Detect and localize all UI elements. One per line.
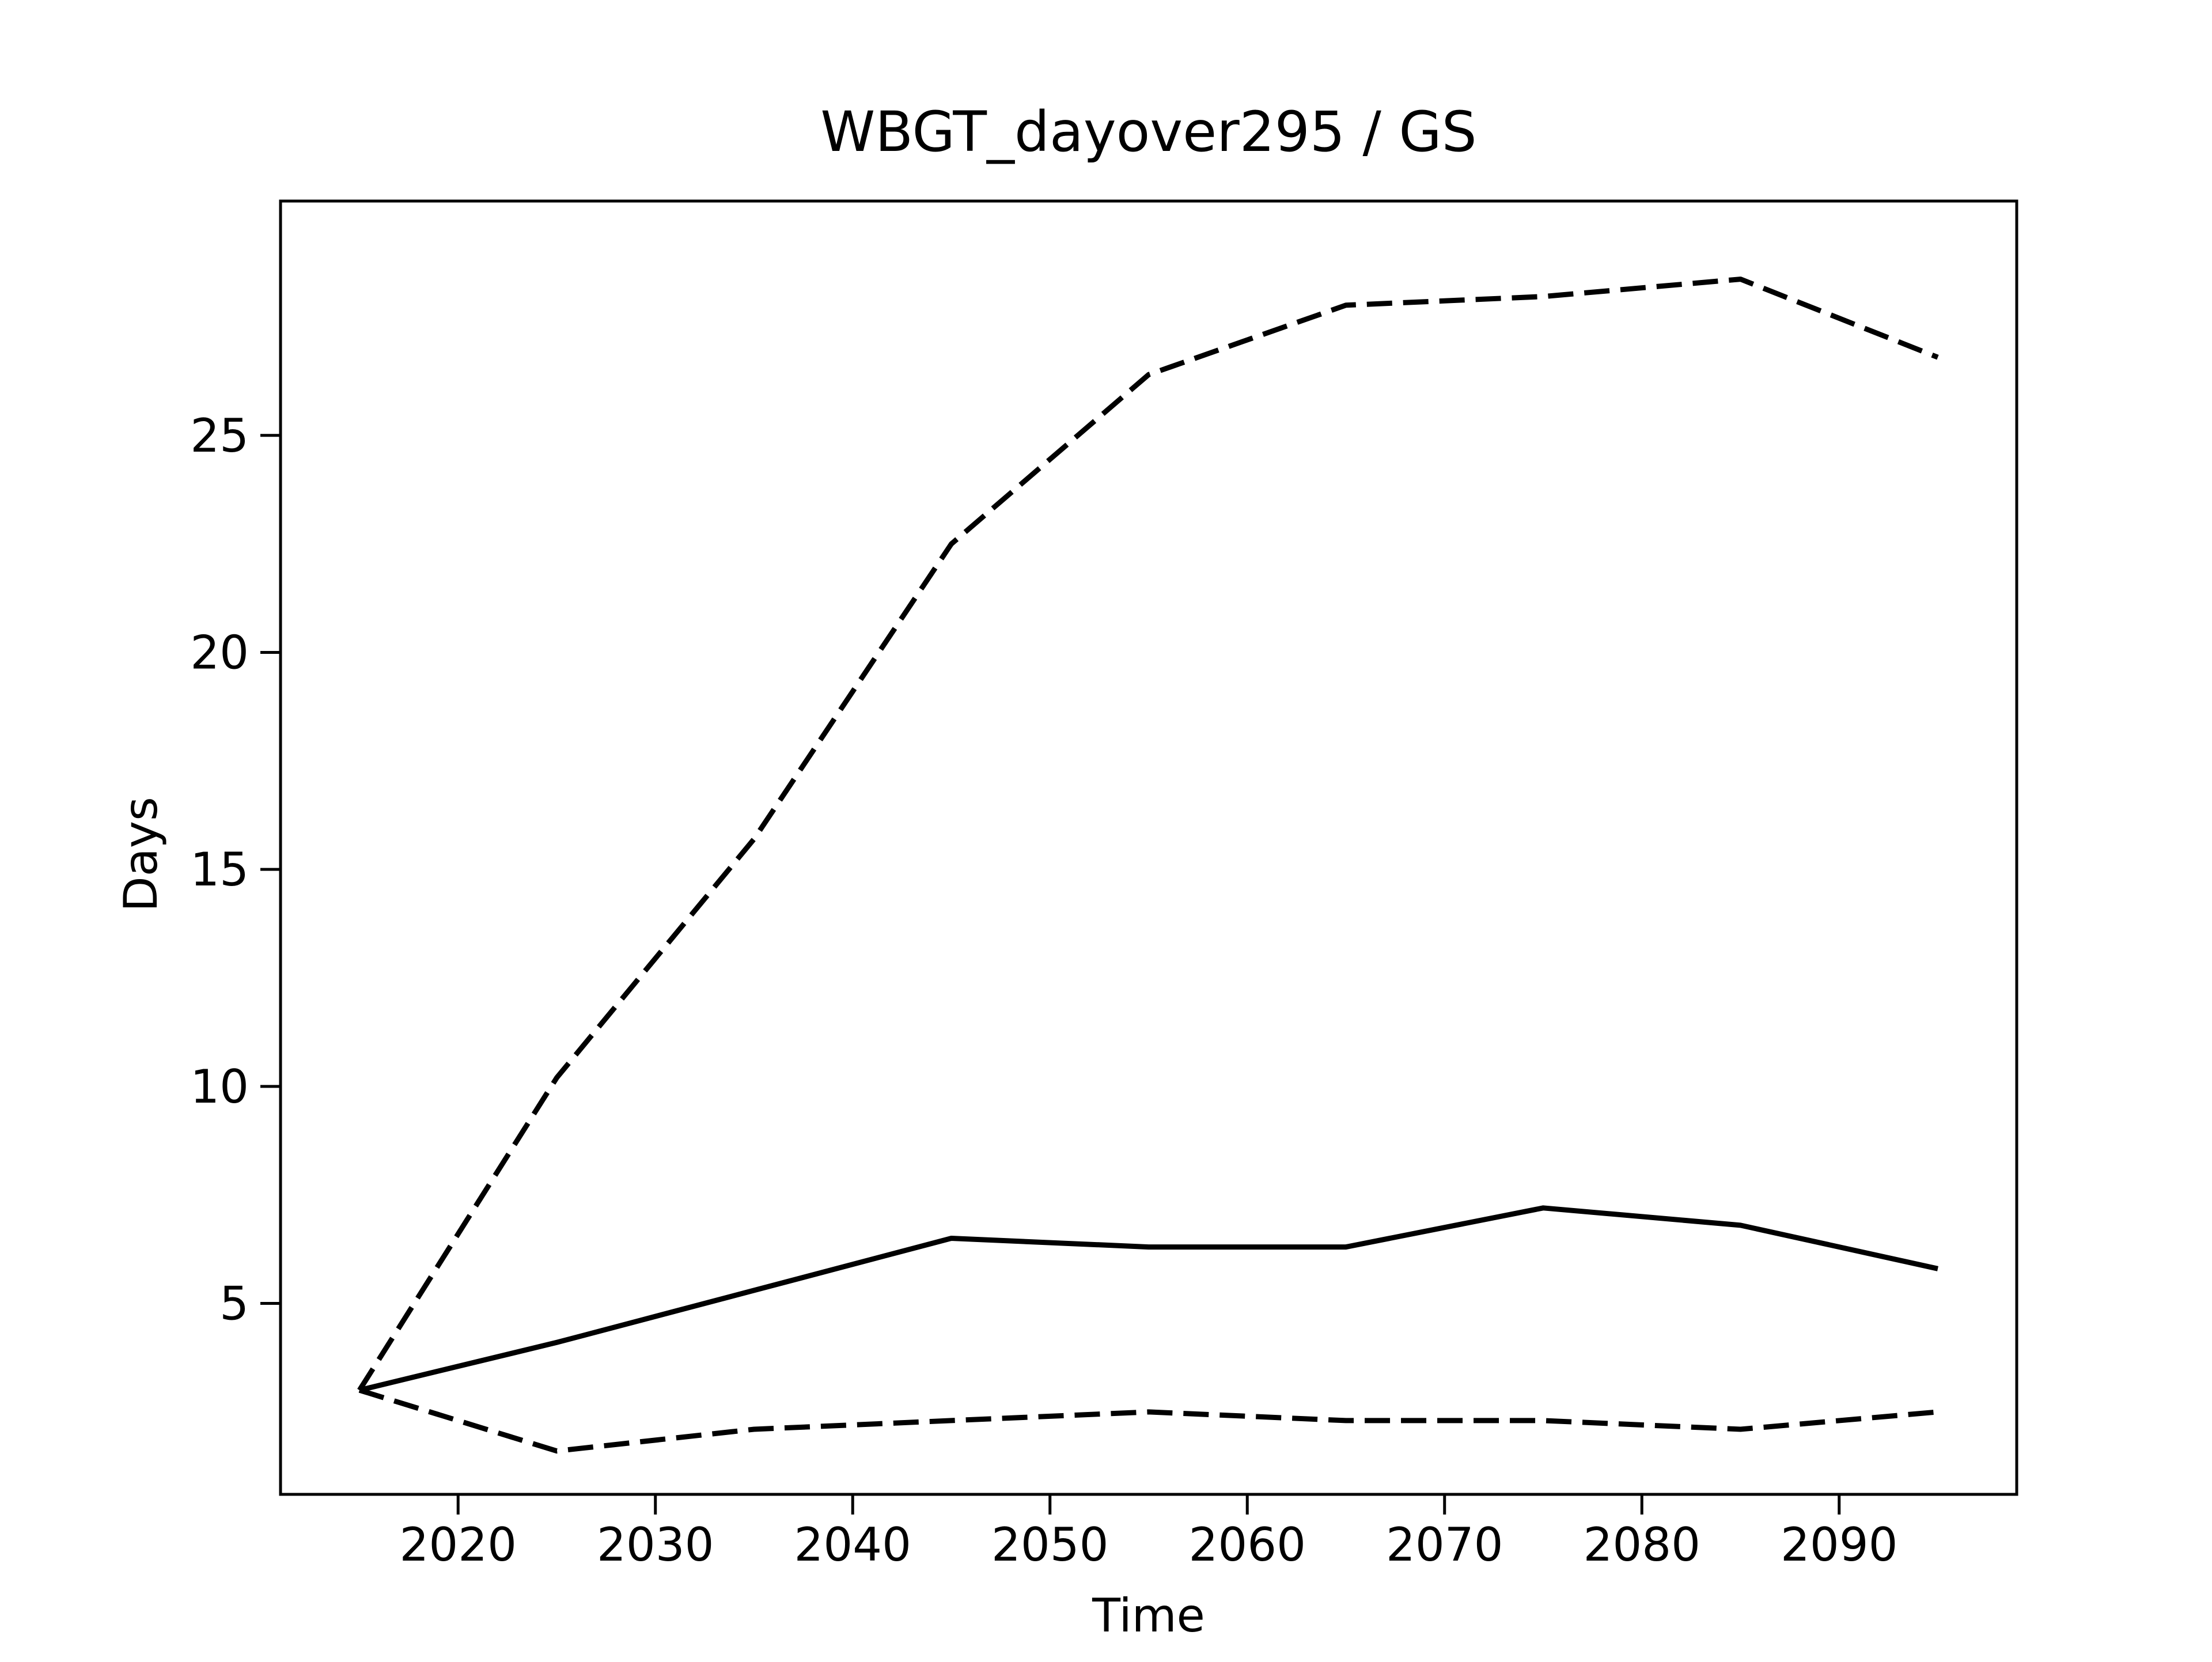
x-tick-label-2090: 2090 — [1781, 1518, 1898, 1572]
plot-frame — [279, 199, 2018, 1496]
plot-area: 2020 2030 2040 2050 2060 2070 2080 2090 5 10 15 20 2… — [190, 199, 2018, 1572]
y-tick-label-25: 25 — [190, 409, 249, 463]
y-axis-label: Days — [114, 797, 168, 912]
y-tick-label-5: 5 — [219, 1277, 249, 1331]
x-tick-label-2070: 2070 — [1386, 1518, 1503, 1572]
x-tick-label-2030: 2030 — [597, 1518, 714, 1572]
y-tick-label-15: 15 — [190, 843, 249, 896]
y-tick-label-10: 10 — [190, 1060, 249, 1114]
series-line-1 — [357, 277, 1939, 1392]
series-line-3 — [358, 1387, 1938, 1454]
x-tick-label-2020: 2020 — [399, 1518, 517, 1572]
x-tick-label-2080: 2080 — [1583, 1518, 1700, 1572]
series-line-2 — [358, 1205, 1938, 1393]
x-tick-label-2040: 2040 — [794, 1518, 911, 1572]
chart-title: WBGT_dayover295 / GS — [820, 100, 1476, 164]
x-tick-label-2060: 2060 — [1188, 1518, 1306, 1572]
x-tick-label-2050: 2050 — [991, 1518, 1109, 1572]
x-axis-label: Time — [1092, 1589, 1205, 1642]
y-tick-label-20: 20 — [190, 626, 249, 679]
